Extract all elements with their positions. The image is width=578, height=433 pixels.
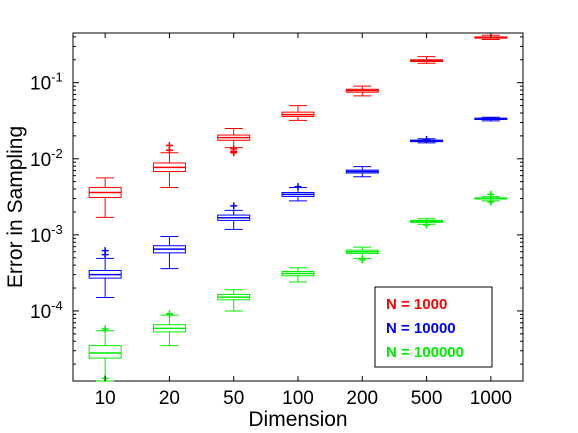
x-tick-label: 500 — [411, 388, 443, 409]
x-tick-label: 1000 — [470, 388, 512, 409]
legend-entry: N = 100000 — [386, 344, 464, 361]
x-tick-label: 200 — [346, 388, 378, 409]
x-tick-label: 100 — [282, 388, 314, 409]
y-tick-label: 10-4 — [30, 298, 63, 323]
y-tick-label: 10-3 — [30, 222, 63, 247]
y-tick-label: 10-1 — [30, 70, 63, 95]
y-tick-label: 10-2 — [30, 146, 63, 171]
x-tick-label: 50 — [223, 388, 244, 409]
x-tick-label: 10 — [95, 388, 116, 409]
legend: N = 1000 N = 10000 N = 100000 — [375, 287, 492, 367]
y-axis-title: Error in Sampling — [4, 126, 27, 288]
x-tick-label: 20 — [159, 388, 180, 409]
legend-entry: N = 10000 — [386, 320, 456, 337]
x-axis-title: Dimension — [248, 408, 347, 431]
legend-entry: N = 1000 — [386, 296, 447, 313]
